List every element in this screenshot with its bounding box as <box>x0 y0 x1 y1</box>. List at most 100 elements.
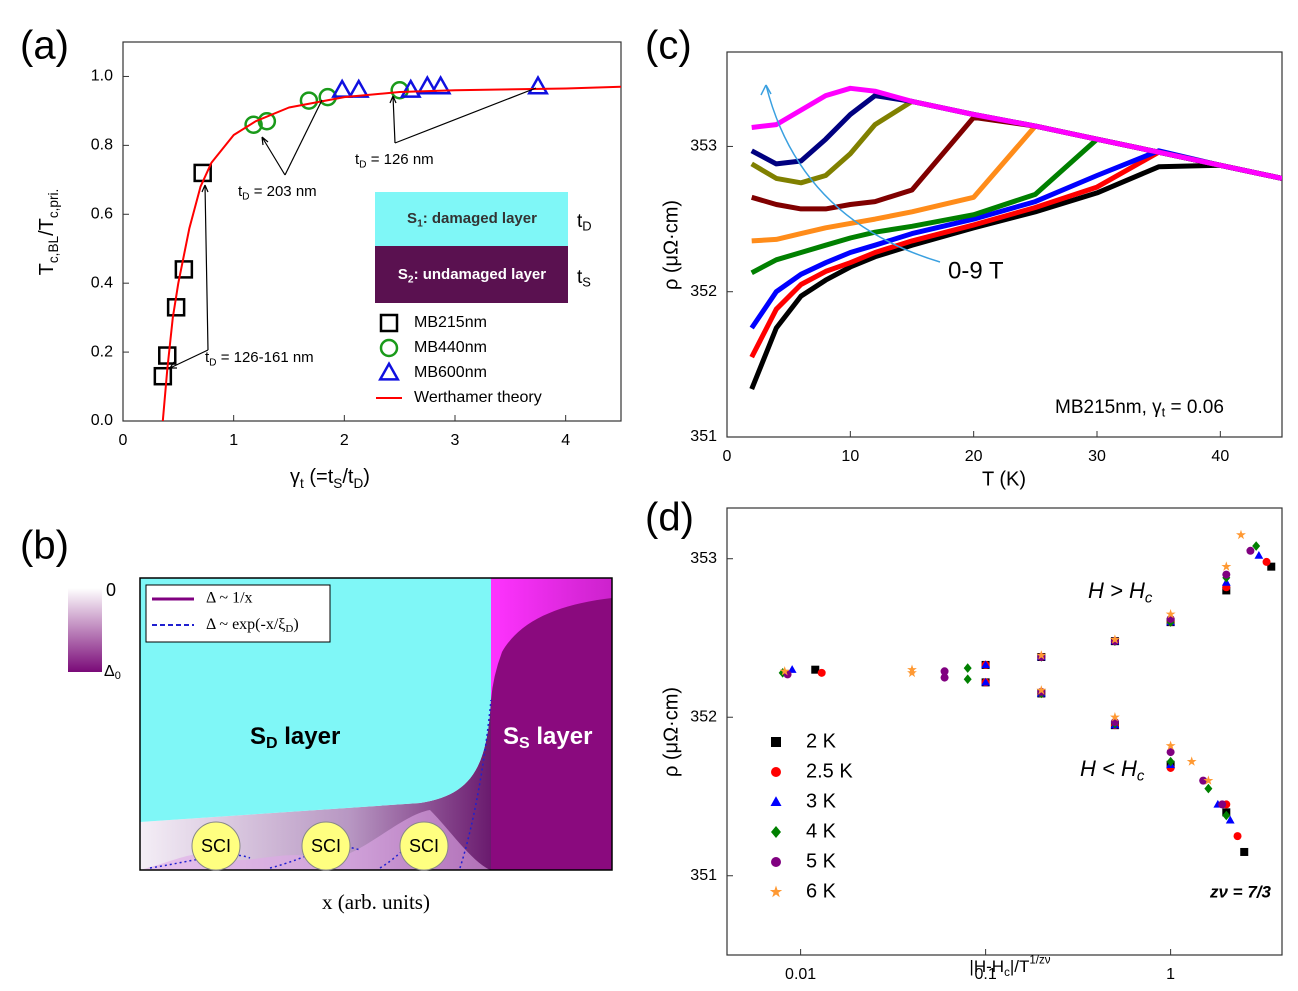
ss-label: SS layer <box>503 723 592 752</box>
theory-line <box>161 85 621 421</box>
point <box>1036 650 1047 660</box>
legend-text: 6 K <box>806 880 837 902</box>
legend-text: Δ ~ 1/x <box>206 590 253 607</box>
x-axis-label: x (arb. units) <box>322 890 430 914</box>
inset-text: S2: undamaged layer <box>398 266 546 285</box>
x-tick-label: 20 <box>965 448 983 465</box>
label-part: /t <box>342 466 354 488</box>
legend-marker <box>771 737 781 747</box>
inset-text: S1: damaged layer <box>407 210 537 229</box>
x-tick-label: 10 <box>841 448 859 465</box>
label-part: D <box>209 357 216 368</box>
panel-label: (b) <box>20 524 69 568</box>
label-part: S <box>582 275 591 290</box>
label-part: : undamaged layer <box>414 266 547 283</box>
schematic: SCI SCI SCI SD layer SS layer Δ ~ 1/x Δ … <box>68 577 613 914</box>
label-part: c <box>1145 590 1153 607</box>
label-part: layer <box>530 723 593 750</box>
y-tick-label: 0.0 <box>91 412 113 429</box>
y-tick-label: 351 <box>690 867 717 884</box>
label-part: H > H <box>1088 578 1145 603</box>
y-tick-label: 351 <box>690 428 717 445</box>
ss-top <box>490 578 612 700</box>
inset-text: tS <box>577 267 591 290</box>
label-part: S <box>519 735 530 752</box>
point <box>1221 561 1232 571</box>
data-line <box>749 149 1282 359</box>
label-part: c <box>1004 967 1010 979</box>
y-tick-label: 353 <box>690 550 717 567</box>
label-part: S <box>503 723 519 750</box>
label-part: S <box>250 723 266 750</box>
annotation: 0-9 T <box>948 257 1004 284</box>
point <box>1199 776 1208 785</box>
x-tick-label: 2 <box>340 432 349 449</box>
point <box>399 78 422 98</box>
x-tick-label: 0 <box>119 432 128 449</box>
point <box>331 78 354 98</box>
point <box>1203 775 1214 785</box>
label-part: S <box>333 476 342 491</box>
legend-marker <box>379 313 399 333</box>
legend-marker <box>771 826 781 838</box>
label-part: H < H <box>1080 756 1137 781</box>
point <box>1110 634 1120 644</box>
annotation: H < Hc <box>1080 756 1145 785</box>
point <box>1186 756 1197 766</box>
point <box>527 75 549 95</box>
point <box>940 667 949 676</box>
x-tick-label: 1 <box>229 432 238 449</box>
label-part: t <box>355 151 360 168</box>
point <box>940 673 949 682</box>
x-axis-label: γt (=tS/tD) <box>290 466 370 490</box>
point <box>1225 815 1235 824</box>
point <box>390 80 409 100</box>
annotation: tD = 203 nm <box>238 183 317 202</box>
arrow <box>169 349 209 369</box>
arrow <box>389 95 397 144</box>
y-tick-label: 352 <box>690 708 717 725</box>
label-part: ) <box>293 616 298 633</box>
sci-circle <box>191 821 241 871</box>
colorbar-label: Δ0 <box>104 663 121 682</box>
arrow <box>201 184 209 351</box>
x-tick-label: 30 <box>1088 448 1106 465</box>
point <box>963 674 972 684</box>
point <box>1254 550 1264 559</box>
point <box>787 665 797 673</box>
legend-text: 3 K <box>806 790 837 812</box>
annotation: tD = 126 nm <box>355 151 434 170</box>
point <box>1204 783 1213 794</box>
inset-text: tD <box>577 211 592 234</box>
sci-label: SCI <box>409 836 439 856</box>
label-part: T <box>36 263 58 275</box>
y-tick-label: 0.6 <box>91 205 113 222</box>
plot-frame <box>726 507 1283 956</box>
label-part: S <box>398 266 408 283</box>
x-tick-label: 4 <box>561 432 570 449</box>
point <box>1267 562 1276 571</box>
point <box>299 91 319 110</box>
data-line <box>750 98 1282 186</box>
point <box>153 366 173 386</box>
y-axis-label: ρ (μΩ·cm) <box>660 200 682 290</box>
y-tick-label: 0.8 <box>91 137 113 154</box>
data-line <box>751 123 1282 244</box>
y-tick-label: 353 <box>690 138 717 155</box>
label-part: = 203 nm <box>250 183 317 200</box>
inset-box <box>375 192 568 246</box>
label-part: c,BL <box>46 235 61 263</box>
point <box>1262 557 1271 566</box>
legend-text: 2.5 K <box>806 760 853 782</box>
y-tick-label: 0.2 <box>91 343 113 360</box>
label-part: t <box>300 476 304 491</box>
point <box>174 260 194 279</box>
legend-text: 5 K <box>806 850 837 872</box>
legend-text: MB440nm <box>414 339 487 356</box>
label-part: 1 <box>417 218 423 229</box>
point <box>779 666 790 676</box>
label-part: Δ <box>104 663 115 680</box>
point <box>1165 609 1176 619</box>
point <box>1240 847 1249 856</box>
